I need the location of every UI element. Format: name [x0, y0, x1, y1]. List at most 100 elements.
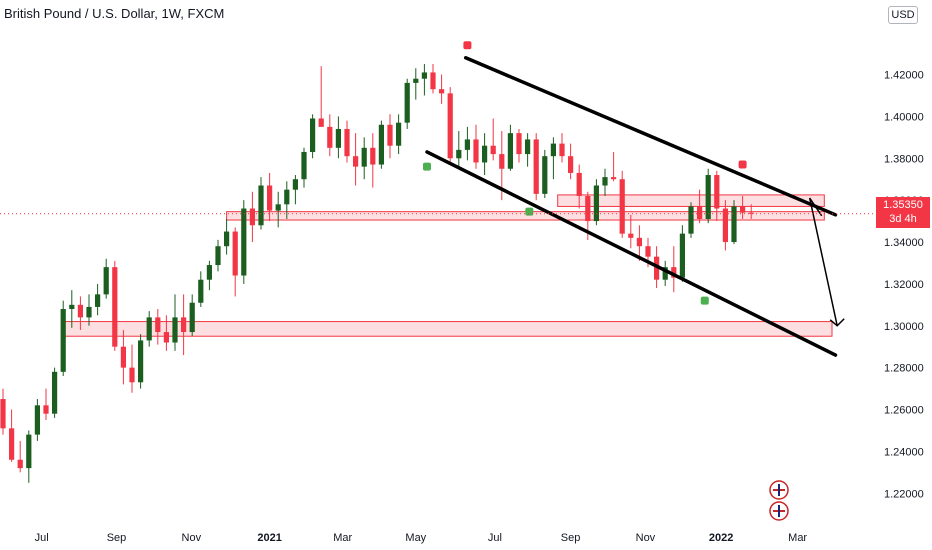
candle-body [224, 231, 230, 247]
candle-body [232, 231, 238, 276]
event-markers [422, 41, 789, 521]
candle-body [155, 317, 161, 333]
x-tick-label: Jul [35, 532, 49, 544]
candle-body [34, 405, 40, 435]
candle-body [344, 128, 350, 157]
candle-body [301, 151, 307, 180]
zone-rect [62, 321, 833, 337]
y-tick-label: 1.24000 [884, 446, 924, 458]
y-tick-label: 1.28000 [884, 363, 924, 375]
candle-body [404, 82, 410, 123]
candle-body [17, 459, 23, 469]
candle-body [120, 346, 126, 368]
candle-body [490, 145, 496, 155]
candle-body [138, 340, 144, 383]
thumb-down-icon [738, 160, 747, 169]
y-tick-label: 1.30000 [884, 321, 924, 333]
candle-body [103, 267, 109, 295]
candle-body [568, 156, 574, 173]
channel-line [425, 150, 838, 357]
candle-body [748, 212, 754, 214]
y-tick-label: 1.38000 [884, 153, 924, 165]
y-tick-label: 1.40000 [884, 111, 924, 123]
candle-body [215, 246, 221, 266]
candle-body [654, 256, 660, 280]
candle-body [146, 317, 152, 341]
time-axis[interactable]: Jul Sep Nov 2021 Mar May Jul Sep Nov 2022 Mar [35, 532, 808, 544]
candle-body [559, 143, 565, 157]
candle-body [671, 267, 677, 278]
y-tick-label: 1.22000 [884, 488, 924, 500]
candle-body [327, 126, 333, 148]
candle-body [0, 399, 6, 429]
x-tick-label: Nov [636, 532, 656, 544]
candle-body [593, 185, 599, 222]
candle-body [731, 206, 737, 243]
trend-channel [425, 56, 845, 357]
candlestick-series [0, 64, 754, 483]
candle-body [60, 309, 66, 372]
x-tick-label: Mar [788, 532, 807, 544]
x-tick-label: Sep [107, 532, 127, 544]
candle-body [258, 185, 264, 226]
candle-body [378, 124, 384, 165]
x-tick-label: Jul [488, 532, 502, 544]
candle-body [310, 118, 316, 152]
last-price-value: 1.35350 [883, 199, 923, 211]
candle-body [525, 139, 531, 155]
candle-body [387, 124, 393, 146]
candle-body [163, 332, 169, 343]
y-tick-label: 1.32000 [884, 279, 924, 291]
candle-body [619, 179, 625, 234]
candle-body [576, 172, 582, 196]
candle-body [705, 175, 711, 219]
candle-body [370, 147, 376, 165]
candle-body [292, 179, 298, 190]
candle-body [95, 294, 101, 307]
candle-body [636, 237, 642, 247]
candle-body [52, 371, 58, 414]
candle-body [267, 185, 273, 211]
candle-body [542, 156, 548, 194]
candle-body [740, 206, 746, 213]
candle-body [507, 133, 513, 169]
candle-body [189, 302, 195, 333]
candle-body [430, 72, 436, 90]
candle-body [611, 177, 617, 180]
support-resistance-zones [62, 194, 833, 337]
candle-body [241, 208, 247, 276]
candle-body [602, 177, 608, 186]
candle-body [318, 118, 324, 127]
last-price-tag: 1.35350 3d 4h [876, 197, 930, 228]
candle-body [86, 306, 92, 318]
thumb-up-icon [422, 162, 431, 171]
candle-body [628, 233, 634, 238]
candle-body [679, 233, 685, 278]
candle-body [396, 122, 402, 146]
candle-body [447, 93, 453, 159]
y-tick-label: 1.42000 [884, 70, 924, 82]
candle-body [335, 128, 341, 148]
candle-body [714, 175, 720, 209]
candle-body [464, 139, 470, 150]
x-tick-label: 2021 [257, 532, 281, 544]
candle-body [172, 317, 178, 343]
candle-body [413, 78, 419, 83]
candle-body [43, 405, 49, 414]
candle-body [69, 304, 75, 310]
candle-body [439, 89, 445, 94]
candle-body [456, 149, 462, 159]
candle-body [645, 246, 651, 257]
projection-arrowhead [829, 318, 845, 327]
price-axis[interactable]: 1.22000 1.24000 1.26000 1.28000 1.30000 1.320… [884, 70, 924, 501]
candle-body [275, 204, 281, 211]
thumb-up-icon [700, 296, 709, 305]
x-tick-label: May [405, 532, 426, 544]
candle-body [198, 279, 204, 303]
currency-selector[interactable]: USD [888, 6, 918, 24]
candle-body [499, 154, 505, 169]
x-tick-label: 2022 [709, 532, 733, 544]
candle-body [550, 143, 556, 157]
thumb-down-icon [463, 41, 472, 50]
